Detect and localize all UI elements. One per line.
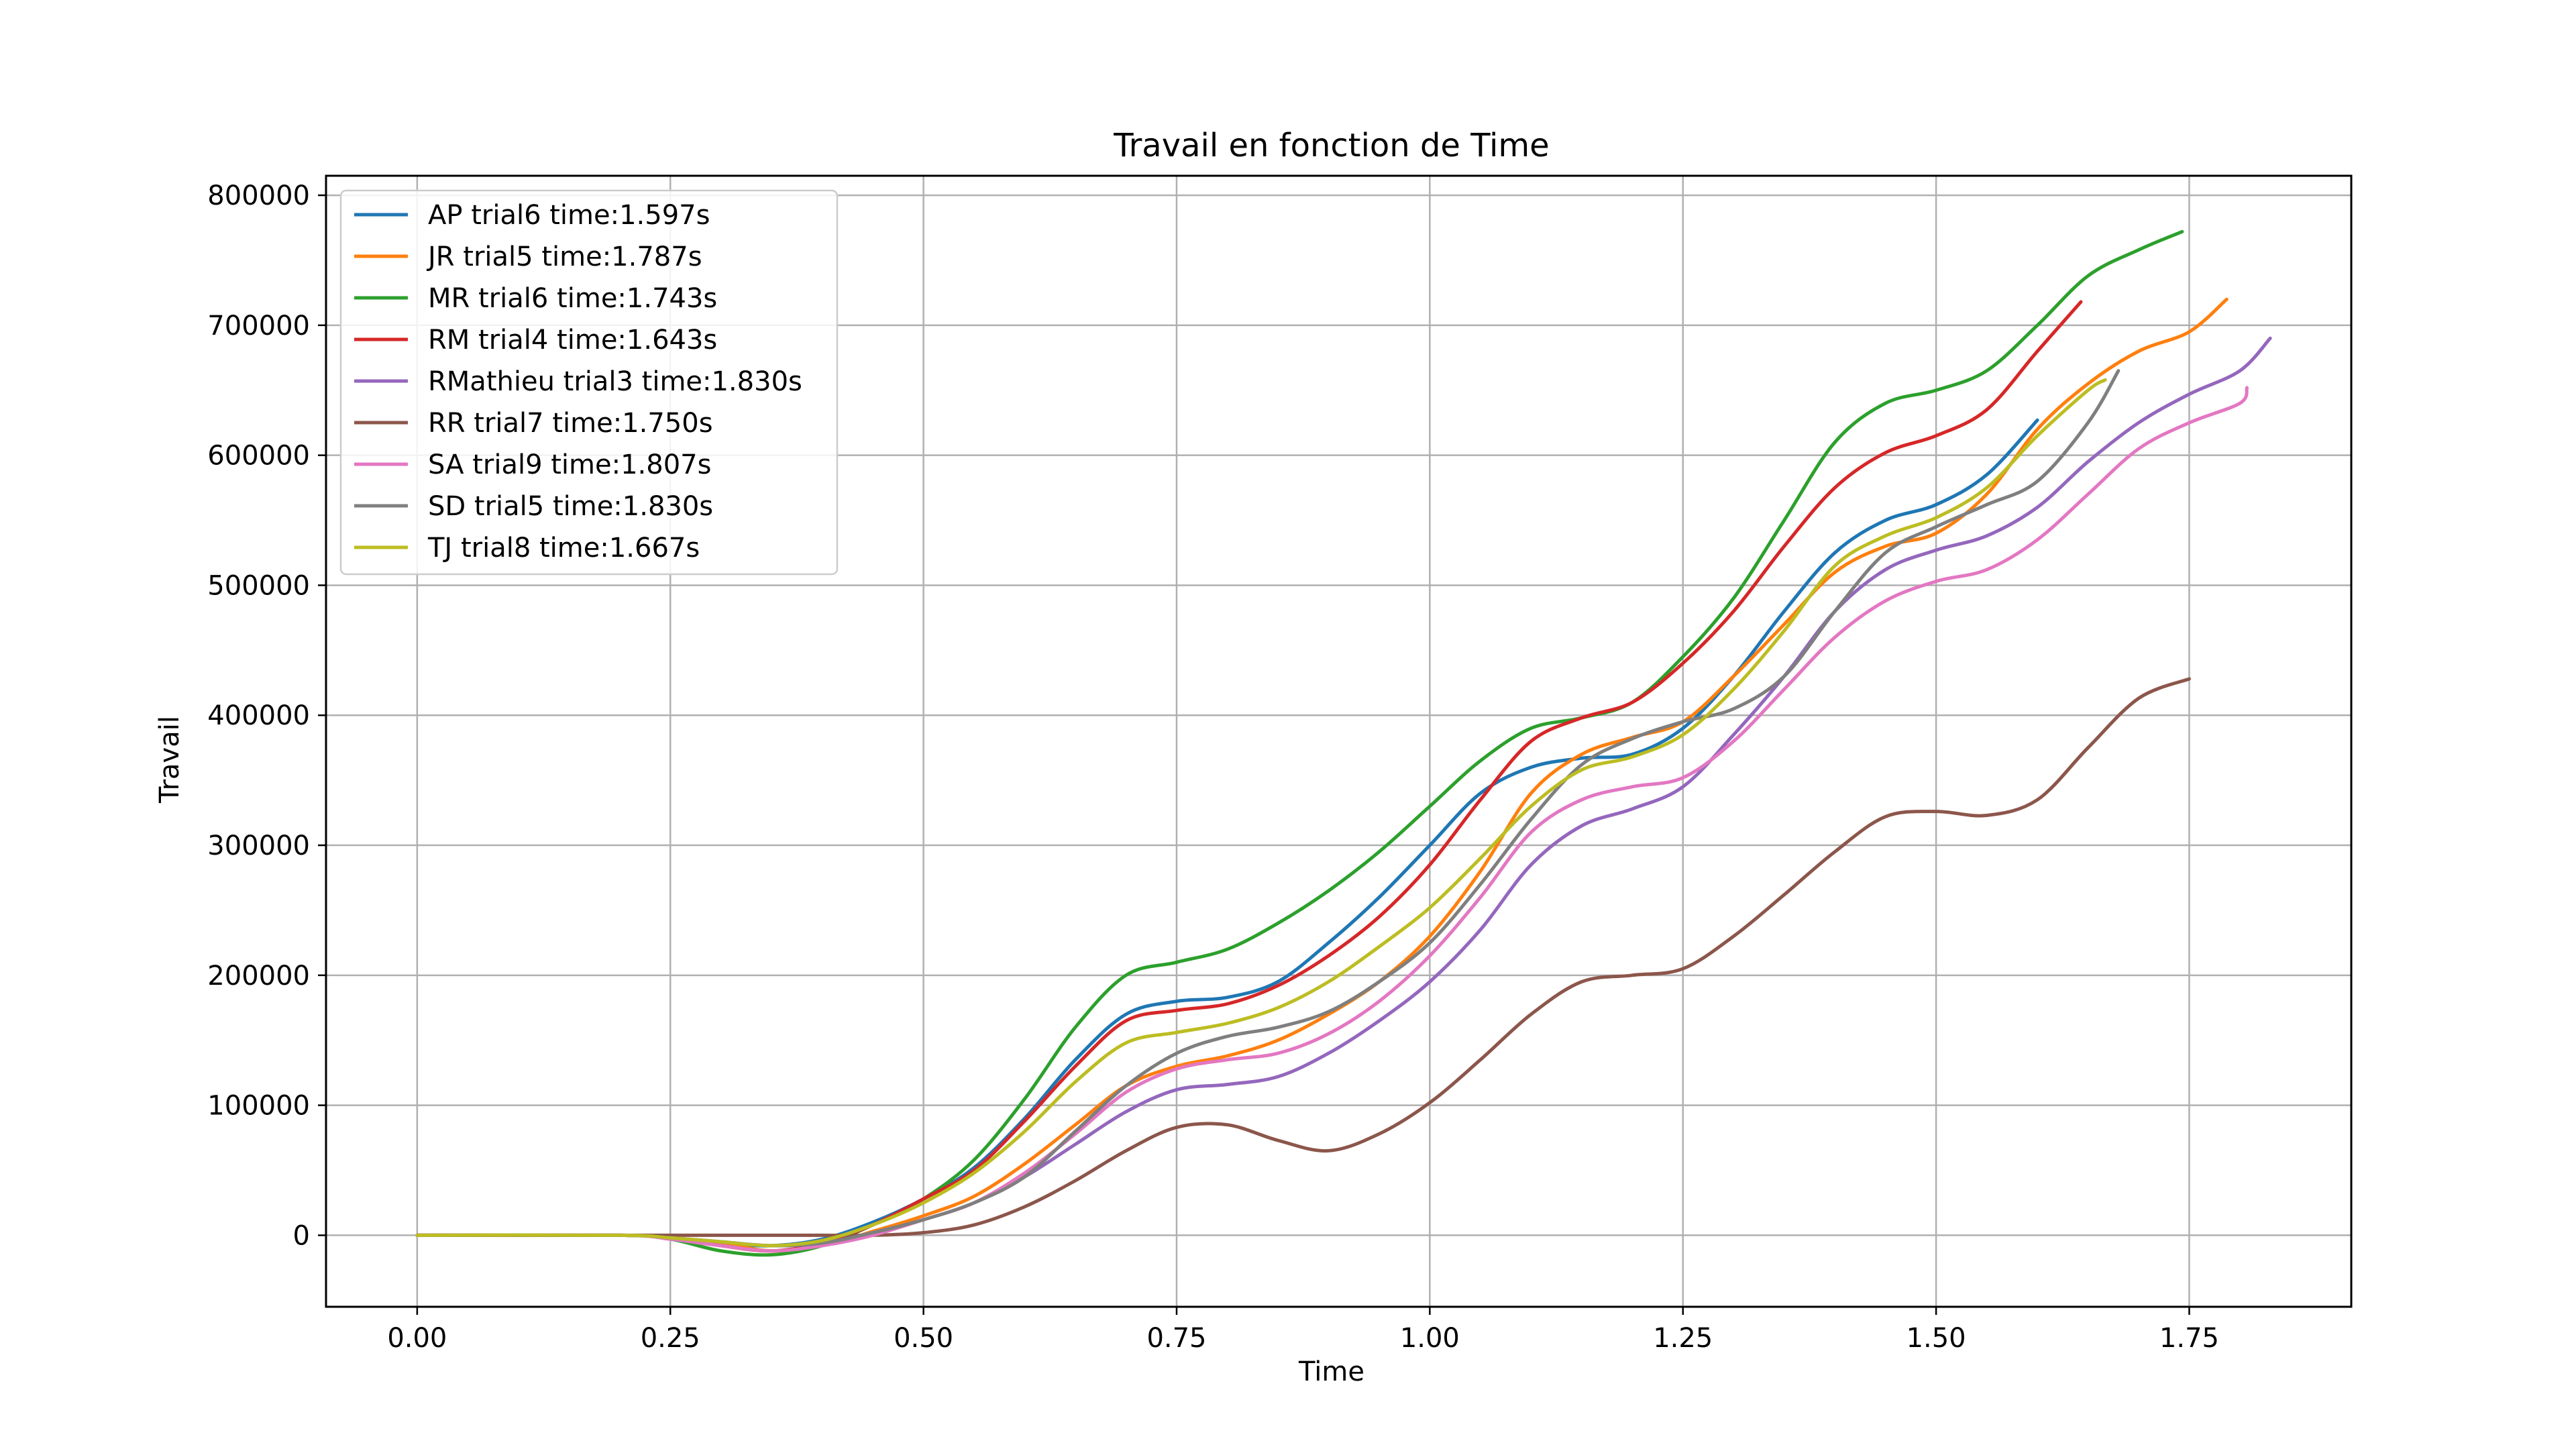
x-tick-label: 0.50 <box>894 1323 953 1354</box>
y-tick-label: 500000 <box>207 570 310 601</box>
y-tick-label: 100000 <box>207 1091 310 1122</box>
x-tick-label: 0.75 <box>1146 1323 1206 1354</box>
legend-label: JR trial5 time:1.787s <box>426 241 702 272</box>
x-tick-label: 1.00 <box>1400 1323 1460 1354</box>
chart-title: Travail en fonction de Time <box>1113 127 1549 164</box>
y-tick-label: 700000 <box>207 311 310 341</box>
series-lines <box>415 229 2272 1257</box>
x-tick-label: 0.00 <box>387 1323 447 1354</box>
series-line <box>415 378 2107 1248</box>
y-tick-label: 300000 <box>207 830 310 861</box>
plot-area-frame <box>325 174 2353 1308</box>
legend-label: TJ trial8 time:1.667s <box>427 533 700 564</box>
legend-label: SD trial5 time:1.830s <box>428 491 713 522</box>
legend-box <box>339 189 839 576</box>
y-tick-label: 600000 <box>207 441 310 472</box>
legend-label: RR trial7 time:1.750s <box>428 408 713 439</box>
series-line <box>415 369 2121 1248</box>
x-axis-label: Time <box>1298 1356 1364 1387</box>
legend-label: RM trial4 time:1.643s <box>428 325 717 356</box>
y-tick-label: 200000 <box>207 961 310 991</box>
legend-label: MR trial6 time:1.743s <box>428 283 717 314</box>
x-tick-label: 0.25 <box>641 1323 700 1354</box>
legend-label: SA trial9 time:1.807s <box>428 449 711 480</box>
legend-label: AP trial6 time:1.597s <box>428 200 710 231</box>
series-line <box>415 677 2191 1238</box>
y-tick-label: 800000 <box>207 180 310 211</box>
series-line <box>415 386 2249 1253</box>
y-tick-label: 400000 <box>207 700 310 731</box>
x-tick-label: 1.75 <box>2159 1323 2219 1354</box>
x-tick-label: 1.25 <box>1653 1323 1713 1354</box>
x-tick-label: 1.50 <box>1907 1323 1966 1354</box>
legend-label: RMathieu trial3 time:1.830s <box>428 366 802 397</box>
legend: AP trial6 time:1.597s JR trial5 time:1.78… <box>339 189 839 576</box>
y-axis-label: Travail <box>154 716 185 804</box>
axis-ticks: 0.00 0.25 0.50 0.75 1.00 1.25 1.50 1.75 0 100000 2… <box>207 180 2219 1354</box>
y-tick-label: 0 <box>293 1220 310 1251</box>
